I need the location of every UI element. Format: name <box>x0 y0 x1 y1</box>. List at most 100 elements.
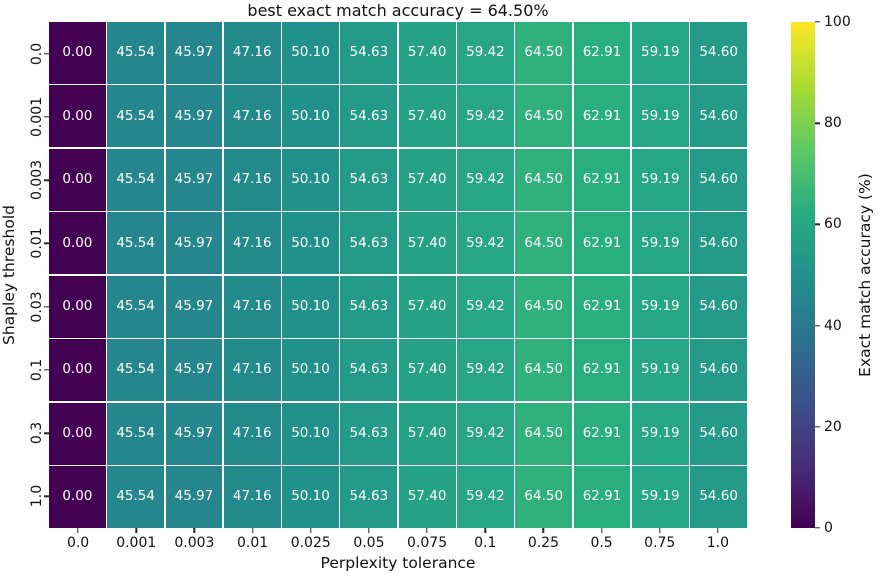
colorbar-tick-mark <box>815 122 820 124</box>
x-axis-ticks: 0.0 0.001 0.003 0.01 0.025 0.05 0.075 0.1 0.25 0.… <box>49 528 747 554</box>
colorbar-ticks: 0 20 40 60 80 100 <box>815 14 875 536</box>
heatmap-cell: 47.16 <box>223 402 281 465</box>
heatmap-cell: 64.50 <box>515 148 573 211</box>
heatmap-cell: 59.19 <box>631 466 689 528</box>
heatmap-cell: 47.16 <box>223 339 281 402</box>
heatmap-cell: 54.63 <box>340 148 398 211</box>
heatmap-cell: 45.54 <box>107 212 164 275</box>
heatmap-cell: 45.97 <box>165 339 223 402</box>
heatmap-cell: 59.19 <box>631 148 689 211</box>
heatmap-cell: 64.50 <box>515 275 573 338</box>
colorbar-tick-mark <box>815 324 820 327</box>
heatmap-cell: 0.00 <box>49 339 106 402</box>
colorbar-tick-label: 40 <box>824 317 842 334</box>
heatmap-cell: 59.42 <box>457 85 514 148</box>
heatmap-cell: 62.91 <box>573 402 631 465</box>
heatmap-cell: 0.00 <box>49 148 106 211</box>
colorbar-tick-label: 100 <box>824 14 851 30</box>
heatmap-cell: 54.63 <box>340 402 398 465</box>
heatmap-cell: 54.63 <box>340 339 398 402</box>
colorbar-label: Exact match accuracy (%) <box>856 173 874 377</box>
heatmap-cell: 0.00 <box>49 85 106 148</box>
heatmap-cell: 54.60 <box>690 148 747 211</box>
heatmap-cell: 57.40 <box>398 275 456 338</box>
heatmap-cell: 47.16 <box>223 148 281 211</box>
heatmap-cell: 45.54 <box>107 275 164 338</box>
colorbar-tick-label: 20 <box>824 418 842 435</box>
heatmap-cell: 59.42 <box>457 402 514 465</box>
x-tick-label: 0.001 <box>116 535 157 551</box>
x-tick-label: 0.0 <box>66 535 90 551</box>
y-tick-mark <box>44 242 49 245</box>
heatmap-cell: 59.42 <box>457 466 514 528</box>
heatmap-cell: 47.16 <box>223 22 281 84</box>
x-tick-mark <box>135 528 137 533</box>
colorbar-tick-label: 60 <box>824 216 842 233</box>
heatmap-cell: 50.10 <box>282 402 339 465</box>
y-axis-ticks: 0.0 0.001 0.003 0.01 0.03 0.1 0.3 1.0 <box>0 22 49 528</box>
heatmap-cell: 59.42 <box>457 339 514 402</box>
heatmap-cell: 59.19 <box>631 212 689 275</box>
y-tick-mark <box>44 305 49 308</box>
heatmap-cell: 57.40 <box>398 402 456 465</box>
heatmap-cell: 50.10 <box>282 212 339 275</box>
heatmap-cell: 64.50 <box>515 212 573 275</box>
heatmap-cell: 0.00 <box>49 212 106 275</box>
x-tick-label: 0.1 <box>474 535 497 551</box>
heatmap-cell: 54.60 <box>690 22 747 84</box>
heatmap-cell: 54.60 <box>690 339 747 402</box>
y-tick-label: 0.1 <box>29 358 45 382</box>
x-tick-mark <box>310 528 312 533</box>
colorbar-tick-label: 0 <box>824 520 833 536</box>
y-tick-label: 0.03 <box>29 291 45 323</box>
heatmap-cell: 54.63 <box>340 212 398 275</box>
x-tick-mark <box>426 528 428 533</box>
x-tick-label: 1.0 <box>706 535 730 551</box>
heatmap-cell: 59.42 <box>457 22 514 84</box>
heatmap-cell: 45.97 <box>165 148 223 211</box>
heatmap-cell: 45.54 <box>107 85 164 148</box>
heatmap-cell: 0.00 <box>49 275 106 338</box>
heatmap-cell: 45.54 <box>107 466 164 528</box>
heatmap-cell: 57.40 <box>398 466 456 528</box>
heatmap-cell: 54.60 <box>690 212 747 275</box>
heatmap-cell: 0.00 <box>49 402 106 465</box>
heatmap-cell: 45.97 <box>165 85 223 148</box>
x-tick-mark <box>193 528 196 533</box>
x-tick-mark <box>542 528 545 533</box>
x-tick-mark <box>368 528 370 533</box>
heatmap-cell: 54.63 <box>340 275 398 338</box>
heatmap-cell: 45.54 <box>107 22 164 84</box>
heatmap-cell: 54.63 <box>340 85 398 148</box>
y-tick-label: 1.0 <box>29 485 45 508</box>
heatmap-cell: 59.42 <box>457 212 514 275</box>
colorbar-gradient <box>791 22 815 528</box>
x-tick-label: 0.5 <box>590 535 613 551</box>
x-tick-mark <box>251 528 254 533</box>
heatmap-cell: 54.63 <box>340 466 398 528</box>
y-tick-mark <box>44 179 49 181</box>
heatmap-cell: 59.19 <box>631 22 689 84</box>
heatmap-cell: 45.97 <box>165 212 223 275</box>
heatmap-cell: 62.91 <box>573 22 631 84</box>
x-tick-label: 0.01 <box>236 535 269 551</box>
heatmap-cell: 57.40 <box>398 212 456 275</box>
heatmap-cell: 59.42 <box>457 275 514 338</box>
heatmap-cell: 59.19 <box>631 402 689 465</box>
heatmap-cell: 62.91 <box>573 212 631 275</box>
x-tick-mark <box>600 528 603 533</box>
heatmap-cell: 62.91 <box>573 275 631 338</box>
heatmap-cell: 62.91 <box>573 339 631 402</box>
x-tick-mark <box>717 528 719 533</box>
heatmap-cell: 45.97 <box>165 466 223 528</box>
heatmap-cell: 45.97 <box>165 402 223 465</box>
heatmap-cell: 45.54 <box>107 339 164 402</box>
heatmap-cell: 47.16 <box>223 466 281 528</box>
y-tick-label: 0.3 <box>29 421 45 445</box>
heatmap-cell: 64.50 <box>515 85 573 148</box>
x-tick-label: 0.025 <box>290 535 331 551</box>
heatmap-cell: 64.50 <box>515 466 573 528</box>
y-tick-mark <box>44 369 49 371</box>
heatmap-cell: 54.60 <box>690 402 747 465</box>
colorbar-tick-mark <box>815 21 820 23</box>
